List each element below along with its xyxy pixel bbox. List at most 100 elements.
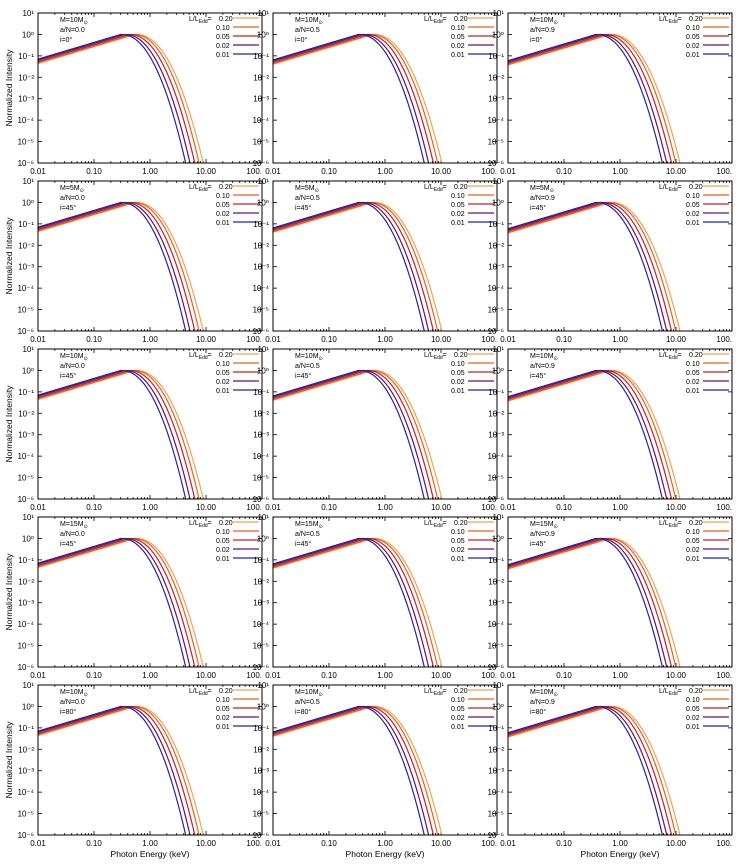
inclination-label: i=80° xyxy=(295,708,311,716)
legend-title-equals: = xyxy=(443,184,447,191)
mass-label: M=10M⊙ xyxy=(295,17,323,26)
x-tick-label: 0.01 xyxy=(500,839,516,848)
legend-label: 0.10 xyxy=(686,697,700,704)
y-tick-label: 10⁻⁴ xyxy=(17,116,34,125)
plot-frame xyxy=(507,516,733,668)
mass-subscript: ⊙ xyxy=(554,524,558,530)
x-tick-label: 100. xyxy=(716,503,732,512)
legend-label: 0.10 xyxy=(216,25,230,32)
x-tick-label: 10.00 xyxy=(196,671,217,680)
y-tick-label: 10⁻⁵ xyxy=(488,810,504,819)
y-tick-label: 10⁻⁴ xyxy=(487,620,504,629)
series-line-0.10 xyxy=(38,33,200,163)
y-tick-label: 10⁻⁵ xyxy=(18,474,34,483)
mass-label: M=5M⊙ xyxy=(530,185,554,194)
legend-label: 0.02 xyxy=(686,715,700,722)
x-tick-label: 0.01 xyxy=(265,503,281,512)
y-tick-label: 10¹ xyxy=(22,9,34,18)
spin-label: a/N=0.9 xyxy=(530,363,555,370)
x-tick-label: 100. xyxy=(716,671,732,680)
series-line-0.20 xyxy=(38,705,204,835)
x-tick-label: 0.10 xyxy=(556,671,572,680)
legend-title-subscript: Edd xyxy=(669,355,678,361)
y-tick-label: 10⁻¹ xyxy=(253,724,269,733)
x-tick-label: 0.01 xyxy=(265,335,281,344)
legend-title-equals: = xyxy=(678,184,682,191)
series-line-0.05 xyxy=(38,705,196,835)
series-line-0.02 xyxy=(273,33,430,163)
legend-label: 0.05 xyxy=(451,34,465,41)
spin-label: a/N=0.0 xyxy=(60,699,85,706)
y-axis-title: Normalized Intensity xyxy=(4,385,14,463)
y-tick-label: 10⁻² xyxy=(18,745,34,754)
x-tick-label: 0.01 xyxy=(265,839,281,848)
curves xyxy=(273,201,443,331)
curves xyxy=(508,33,681,163)
y-tick-label: 10⁻³ xyxy=(18,431,34,440)
y-tick-label: 10⁰ xyxy=(22,534,34,543)
legend-title: L/LEdd= xyxy=(189,16,212,25)
x-tick-label: 10.00 xyxy=(666,503,687,512)
plot-frame xyxy=(272,180,498,332)
x-tick-label: 0.01 xyxy=(30,839,46,848)
x-tick-label: 0.01 xyxy=(500,671,516,680)
legend-label: 0.05 xyxy=(686,706,700,713)
legend-label: 0.20 xyxy=(689,16,703,23)
y-tick-label: 10⁻⁴ xyxy=(252,620,269,629)
legend-label: 0.10 xyxy=(451,529,465,536)
series-line-0.20 xyxy=(508,201,681,331)
y-tick-label: 10⁻⁴ xyxy=(252,788,269,797)
legend-label: 0.20 xyxy=(689,520,703,527)
x-tick-label: 1.00 xyxy=(612,503,628,512)
series-line-0.10 xyxy=(38,201,200,331)
plot-frame xyxy=(272,348,498,500)
legend-title: L/LEdd= xyxy=(424,688,447,697)
legend-label: 0.10 xyxy=(216,361,230,368)
y-tick-label: 10⁻⁴ xyxy=(17,284,34,293)
y-tick-label: 10⁻⁴ xyxy=(252,452,269,461)
x-tick-label: 0.01 xyxy=(500,503,516,512)
y-tick-label: 10⁻¹ xyxy=(253,556,269,565)
y-tick-label: 10⁻⁴ xyxy=(487,452,504,461)
y-tick-label: 10⁻¹ xyxy=(488,556,504,565)
y-tick-label: 10⁻⁵ xyxy=(253,306,269,315)
spin-label: a/N=0.5 xyxy=(295,531,320,538)
series-line-0.05 xyxy=(38,201,196,331)
x-tick-label: 1.00 xyxy=(377,671,393,680)
x-tick-label: 100. xyxy=(246,503,262,512)
legend-title-equals: = xyxy=(678,520,682,527)
y-tick-label: 10⁻⁶ xyxy=(18,495,34,504)
legend-title: L/LEdd= xyxy=(659,520,682,529)
x-tick-label: 0.10 xyxy=(321,335,337,344)
legend-label: 0.10 xyxy=(451,697,465,704)
y-tick-label: 10⁻² xyxy=(253,73,269,82)
legend-title-equals: = xyxy=(208,520,212,527)
y-tick-label: 10⁰ xyxy=(492,366,504,375)
series-line-0.01 xyxy=(38,201,187,331)
y-tick-label: 10⁻² xyxy=(253,409,269,418)
y-tick-label: 10¹ xyxy=(22,681,34,690)
x-tick-label: 100. xyxy=(246,839,262,848)
series-line-0.01 xyxy=(273,705,425,835)
mass-label: M=5M⊙ xyxy=(295,185,319,194)
legend-label: 0.01 xyxy=(686,220,700,227)
legend-label: 0.01 xyxy=(686,52,700,59)
curves xyxy=(508,369,681,499)
legend-label: 0.02 xyxy=(451,43,465,50)
mass-label: M=10M⊙ xyxy=(60,353,88,362)
x-tick-label: 100. xyxy=(481,671,497,680)
y-tick-label: 10⁻⁵ xyxy=(18,810,34,819)
y-tick-label: 10¹ xyxy=(257,9,269,18)
curves xyxy=(273,369,443,499)
series-line-0.05 xyxy=(38,33,196,163)
x-tick-label: 1.00 xyxy=(142,167,158,176)
series-line-0.02 xyxy=(508,33,668,163)
x-tick-label: 1.00 xyxy=(377,335,393,344)
mass-subscript: ⊙ xyxy=(84,524,88,530)
y-tick-label: 10¹ xyxy=(22,345,34,354)
curves xyxy=(38,705,204,835)
